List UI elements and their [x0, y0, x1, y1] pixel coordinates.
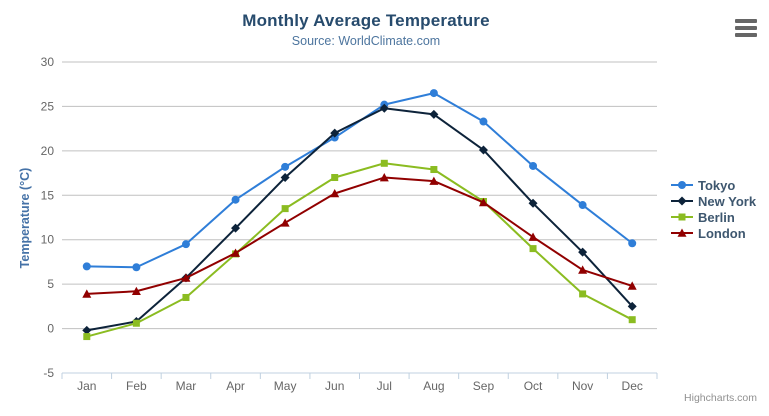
point-berlin-jul[interactable]	[380, 159, 388, 167]
point-berlin-jun[interactable]	[331, 174, 339, 182]
point-london-feb[interactable]	[131, 286, 141, 296]
legend-item-new-york[interactable]: New York	[671, 193, 756, 209]
x-tick-label-feb: Feb	[126, 379, 147, 393]
series-line-tokyo	[85, 92, 634, 269]
point-new-york-oct[interactable]	[528, 198, 538, 208]
legend-marker-shape[interactable]	[677, 196, 687, 206]
hamburger-icon	[735, 26, 757, 30]
legend-item-label: Berlin	[698, 209, 735, 225]
y-tick-label-25: 25	[41, 99, 55, 113]
legend-item-berlin[interactable]: Berlin	[671, 209, 756, 225]
point-new-york-may[interactable]	[280, 173, 290, 183]
legend-marker-triangle-icon	[671, 228, 693, 237]
x-tick-label-apr: Apr	[226, 379, 245, 393]
point-tokyo-feb[interactable]	[132, 263, 141, 272]
point-berlin-dec[interactable]	[628, 316, 636, 324]
legend-marker-circle-icon	[671, 181, 693, 189]
x-tick-label-oct: Oct	[524, 379, 543, 393]
x-tick-label-dec: Dec	[622, 379, 643, 393]
series-line-new-york	[85, 107, 634, 332]
point-new-york-jul[interactable]	[379, 103, 389, 113]
point-tokyo-apr[interactable]	[231, 195, 240, 204]
point-berlin-aug[interactable]	[430, 166, 438, 174]
point-new-york-nov[interactable]	[578, 247, 588, 257]
point-new-york-apr[interactable]	[231, 223, 241, 233]
y-axis-title: Temperature (°C)	[18, 167, 32, 269]
series-london	[82, 173, 637, 298]
point-london-jul[interactable]	[379, 173, 389, 182]
point-london-mar[interactable]	[181, 273, 191, 282]
y-tick-label-20: 20	[41, 144, 55, 158]
point-new-york-jun[interactable]	[330, 128, 340, 138]
point-london-apr[interactable]	[231, 248, 241, 257]
legend-marker-square-icon	[671, 213, 693, 221]
point-london-may[interactable]	[280, 218, 290, 227]
y-tick-label-0: 0	[47, 322, 54, 336]
point-new-york-jan[interactable]	[82, 325, 92, 335]
point-london-jun[interactable]	[330, 189, 340, 198]
chart-subtitle: Source: WorldClimate.com	[291, 34, 441, 48]
point-tokyo-sep[interactable]	[479, 117, 488, 126]
point-new-york-dec[interactable]	[627, 301, 637, 311]
point-london-dec[interactable]	[627, 281, 637, 290]
x-tick-label-sep: Sep	[473, 379, 495, 393]
point-berlin-nov[interactable]	[579, 290, 587, 298]
x-tick-label-jan: Jan	[77, 379, 96, 393]
point-new-york-sep[interactable]	[478, 145, 488, 155]
point-london-sep[interactable]	[478, 197, 488, 207]
point-berlin-feb[interactable]	[132, 319, 140, 327]
point-london-jan[interactable]	[82, 289, 92, 298]
y-tick-label--5: -5	[43, 366, 54, 380]
x-tick-label-mar: Mar	[176, 379, 197, 393]
legend-item-label: Tokyo	[698, 177, 736, 193]
x-tick-label-jul: Jul	[377, 379, 392, 393]
x-tick-label-aug: Aug	[423, 379, 444, 393]
x-tick-label-may: May	[274, 379, 297, 393]
point-berlin-may[interactable]	[281, 205, 289, 213]
x-tick-label-nov: Nov	[572, 379, 593, 393]
series-tokyo	[82, 89, 637, 272]
chart-title: Monthly Average Temperature	[242, 11, 490, 30]
legend: Tokyo New York Berlin London	[671, 177, 756, 241]
point-london-aug[interactable]	[429, 176, 439, 185]
x-tick-label-jun: Jun	[325, 379, 344, 393]
point-tokyo-dec[interactable]	[628, 239, 637, 248]
legend-item-label: New York	[698, 193, 757, 209]
hamburger-icon	[735, 19, 757, 23]
point-tokyo-nov[interactable]	[578, 201, 587, 210]
legend-marker-diamond-icon	[671, 196, 693, 206]
point-london-nov[interactable]	[578, 265, 588, 274]
y-tick-label-10: 10	[41, 233, 55, 247]
point-tokyo-may[interactable]	[281, 162, 290, 171]
credits-link[interactable]: Highcharts.com	[684, 392, 757, 404]
y-tick-label-15: 15	[41, 188, 55, 202]
legend-marker-shape[interactable]	[678, 181, 686, 189]
legend-marker-shape[interactable]	[678, 213, 686, 221]
point-london-oct[interactable]	[528, 232, 538, 241]
point-tokyo-mar[interactable]	[181, 240, 190, 249]
legend-item-london[interactable]: London	[671, 225, 756, 241]
point-berlin-oct[interactable]	[529, 245, 537, 253]
hamburger-icon	[735, 33, 757, 37]
export-menu-button[interactable]	[735, 19, 757, 40]
y-tick-label-5: 5	[47, 277, 54, 291]
series-new-york	[82, 103, 637, 335]
legend-item-label: London	[698, 225, 746, 241]
legend-item-tokyo[interactable]: Tokyo	[671, 177, 756, 193]
point-tokyo-oct[interactable]	[529, 161, 538, 170]
point-tokyo-jan[interactable]	[82, 262, 91, 271]
point-tokyo-aug[interactable]	[429, 89, 438, 98]
y-tick-label-30: 30	[41, 55, 55, 69]
series-line-berlin	[85, 162, 634, 338]
legend-marker-shape[interactable]	[677, 228, 687, 237]
point-berlin-mar[interactable]	[182, 293, 190, 301]
series-line-london	[85, 176, 634, 295]
point-new-york-aug[interactable]	[429, 109, 439, 119]
point-berlin-jan[interactable]	[83, 333, 91, 341]
